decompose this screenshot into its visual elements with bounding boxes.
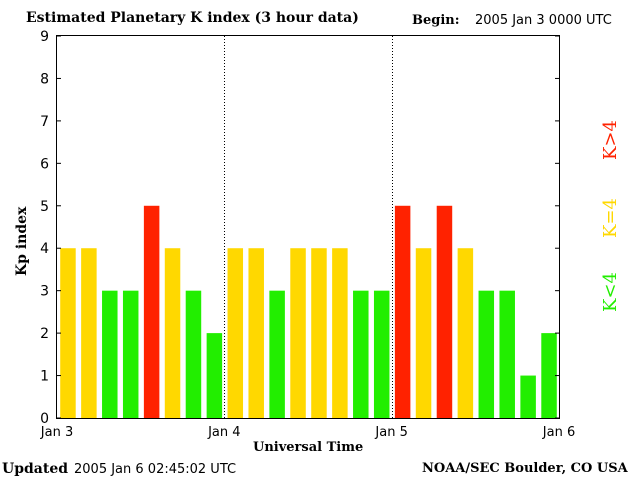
bar-7 (206, 333, 223, 418)
bar-21 (499, 290, 515, 418)
y-tick-label-4: 4 (40, 241, 49, 257)
bar-2 (102, 290, 118, 418)
updated-label: Updated (2, 461, 69, 477)
x-tick-label-3: Jan 6 (542, 425, 576, 440)
y-tick-label-8: 8 (40, 71, 49, 87)
bar-group (60, 205, 557, 418)
day-dividers (224, 36, 393, 418)
bar-10 (269, 290, 285, 418)
begin-label: Begin: (412, 13, 460, 28)
bar-20 (478, 290, 495, 418)
bar-13 (332, 248, 348, 418)
bar-14 (353, 290, 369, 418)
bar-18 (436, 205, 453, 418)
bar-12 (311, 248, 327, 418)
x-tick-label-0: Jan 3 (40, 425, 74, 440)
y-axis-label: Kp index (14, 206, 30, 276)
y-axis-ticks: 0 1 2 3 4 5 6 7 8 9 (40, 29, 559, 427)
bar-0 (60, 248, 76, 418)
bar-9 (248, 248, 264, 418)
begin-value: 2005 Jan 3 0000 UTC (475, 13, 612, 28)
bar-22 (520, 375, 536, 418)
plot-frame (56, 35, 560, 419)
legend-mid: K=4 (600, 198, 621, 238)
bar-15 (373, 290, 390, 418)
bar-19 (457, 248, 474, 418)
bar-8 (227, 248, 244, 418)
bar-1 (81, 248, 97, 418)
updated-value: 2005 Jan 6 02:45:02 UTC (74, 462, 237, 477)
bar-5 (164, 248, 181, 418)
y-tick-label-1: 1 (40, 369, 49, 385)
x-tick-label-1: Jan 4 (208, 425, 241, 440)
x-axis-label: Universal Time (253, 440, 364, 455)
x-tick-label-2: Jan 5 (375, 425, 408, 440)
y-tick-label-6: 6 (40, 156, 49, 172)
legend-high: K>4 (600, 120, 621, 160)
y-tick-label-9: 9 (40, 29, 49, 45)
y-tick-label-5: 5 (40, 199, 49, 215)
y-tick-label-7: 7 (40, 114, 49, 130)
bar-3 (122, 290, 139, 418)
source-credit: NOAA/SEC Boulder, CO USA (422, 461, 628, 476)
y-tick-label-3: 3 (40, 284, 49, 300)
bar-16 (394, 205, 411, 418)
chart-title: Estimated Planetary K index (3 hour data… (26, 10, 359, 26)
bar-4 (143, 205, 160, 418)
y-tick-label-0: 0 (40, 411, 49, 427)
legend-low: K<4 (600, 272, 621, 312)
bar-6 (185, 290, 202, 418)
bar-17 (415, 248, 432, 418)
y-tick-label-2: 2 (40, 326, 49, 342)
bar-11 (290, 248, 306, 418)
bar-23 (541, 333, 557, 418)
